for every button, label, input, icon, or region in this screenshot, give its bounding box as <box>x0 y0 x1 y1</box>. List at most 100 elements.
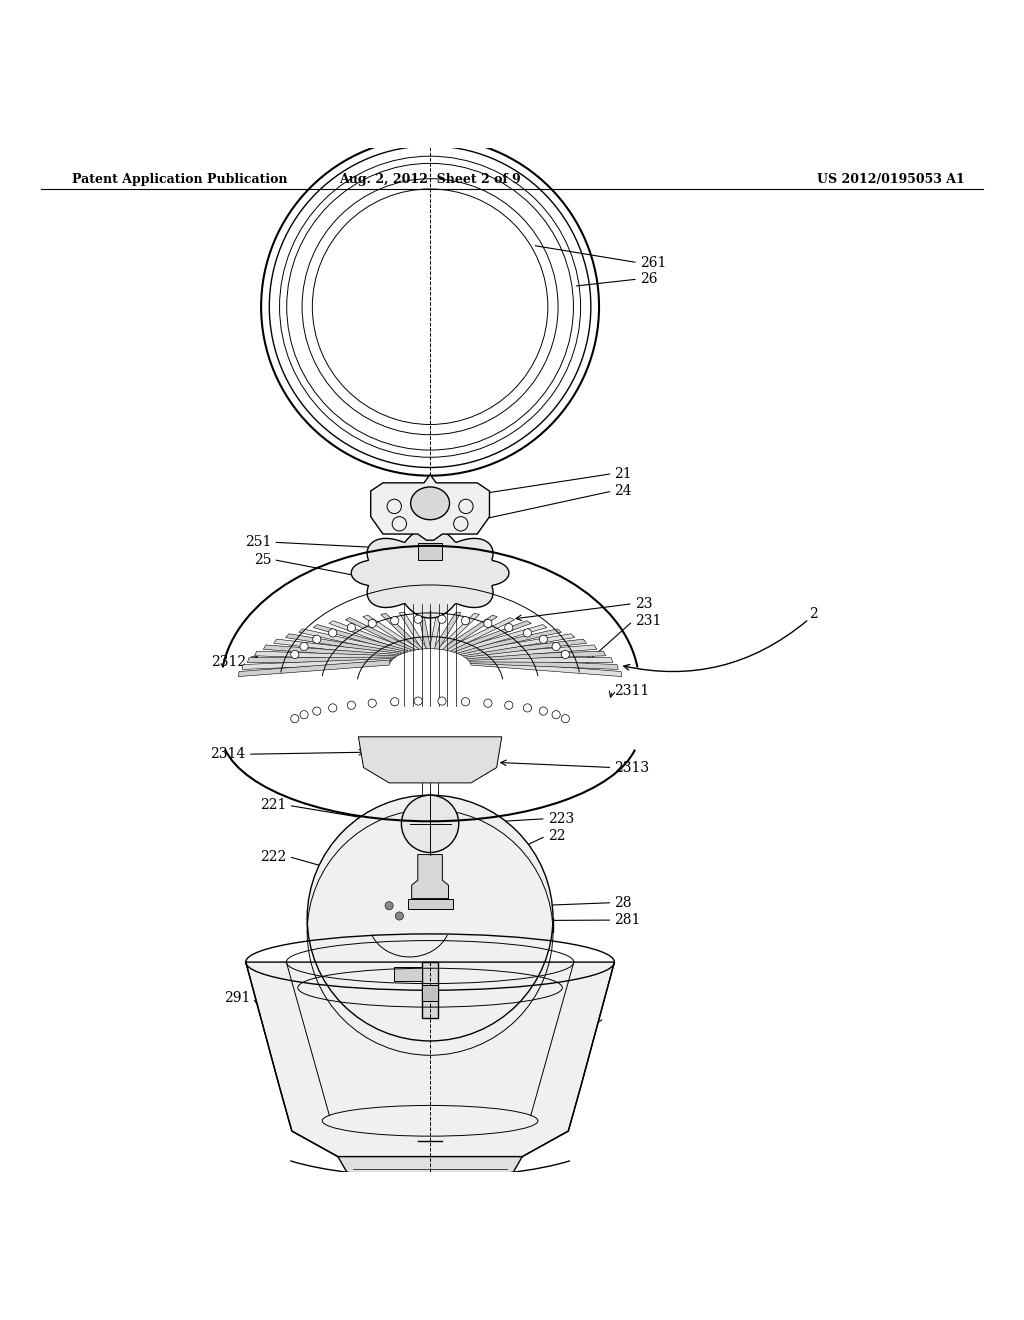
Text: 292: 292 <box>558 1024 585 1038</box>
Text: 21: 21 <box>614 467 632 480</box>
Text: 223: 223 <box>548 812 574 826</box>
Polygon shape <box>470 660 622 677</box>
Polygon shape <box>246 962 614 1156</box>
Ellipse shape <box>411 487 450 520</box>
Text: 22: 22 <box>548 829 565 843</box>
Polygon shape <box>459 634 574 656</box>
Circle shape <box>390 616 398 624</box>
Circle shape <box>505 701 513 709</box>
Circle shape <box>300 710 308 719</box>
Circle shape <box>523 628 531 638</box>
Circle shape <box>540 635 548 643</box>
Text: 261: 261 <box>640 256 667 269</box>
FancyBboxPatch shape <box>418 544 442 560</box>
Text: 231: 231 <box>635 614 662 628</box>
Polygon shape <box>445 618 515 651</box>
Polygon shape <box>412 854 449 899</box>
Polygon shape <box>239 660 390 677</box>
Polygon shape <box>329 620 412 652</box>
Polygon shape <box>255 651 394 660</box>
Circle shape <box>483 700 492 708</box>
Polygon shape <box>437 614 479 649</box>
Text: Aug. 2, 2012  Sheet 2 of 9: Aug. 2, 2012 Sheet 2 of 9 <box>339 173 521 186</box>
Polygon shape <box>362 615 419 651</box>
Polygon shape <box>466 651 605 660</box>
Polygon shape <box>464 645 597 659</box>
Text: 222: 222 <box>260 850 287 863</box>
Circle shape <box>401 795 459 853</box>
Text: 29: 29 <box>558 1041 575 1056</box>
Text: 26: 26 <box>640 272 657 286</box>
Circle shape <box>347 701 355 709</box>
Polygon shape <box>399 612 427 649</box>
Polygon shape <box>394 968 422 981</box>
Text: 2314: 2314 <box>211 747 246 762</box>
Polygon shape <box>456 628 561 655</box>
Circle shape <box>438 697 446 705</box>
Polygon shape <box>345 618 415 651</box>
Circle shape <box>369 619 377 627</box>
Text: 2311: 2311 <box>614 684 649 698</box>
Polygon shape <box>468 657 612 663</box>
Circle shape <box>483 619 492 627</box>
Text: 2312: 2312 <box>211 655 246 669</box>
Polygon shape <box>248 657 392 663</box>
Polygon shape <box>263 645 396 659</box>
Polygon shape <box>441 615 498 651</box>
Circle shape <box>385 902 393 909</box>
Polygon shape <box>358 737 502 783</box>
Text: 2313: 2313 <box>614 760 649 775</box>
Polygon shape <box>371 475 489 540</box>
Circle shape <box>395 912 403 920</box>
Text: 23: 23 <box>635 597 652 611</box>
Circle shape <box>312 708 321 715</box>
Text: FIG. 2: FIG. 2 <box>398 1121 482 1144</box>
Polygon shape <box>273 639 399 657</box>
Polygon shape <box>351 528 509 618</box>
Circle shape <box>505 623 513 632</box>
Text: 2: 2 <box>809 607 818 620</box>
Text: 28: 28 <box>614 896 632 909</box>
Text: 25: 25 <box>254 553 271 566</box>
Circle shape <box>561 714 569 723</box>
Polygon shape <box>453 624 547 653</box>
Polygon shape <box>286 634 401 656</box>
Text: 27: 27 <box>561 965 579 978</box>
Polygon shape <box>422 985 438 1001</box>
Circle shape <box>462 698 470 706</box>
Circle shape <box>414 615 422 623</box>
Circle shape <box>438 615 446 623</box>
Text: 291: 291 <box>224 991 251 1005</box>
Circle shape <box>552 643 560 651</box>
Circle shape <box>329 704 337 711</box>
Circle shape <box>291 651 299 659</box>
Polygon shape <box>307 917 553 932</box>
Polygon shape <box>433 612 461 649</box>
Circle shape <box>462 616 470 624</box>
Ellipse shape <box>307 795 553 1041</box>
Polygon shape <box>461 639 587 657</box>
Polygon shape <box>242 659 391 669</box>
Circle shape <box>540 708 548 715</box>
Polygon shape <box>338 1156 522 1213</box>
Text: Patent Application Publication: Patent Application Publication <box>72 173 287 186</box>
Polygon shape <box>429 611 442 649</box>
Text: 3: 3 <box>558 1006 567 1020</box>
Text: 281: 281 <box>614 913 641 927</box>
Circle shape <box>414 697 422 705</box>
Text: 221: 221 <box>260 799 287 812</box>
Circle shape <box>312 635 321 643</box>
Polygon shape <box>313 624 408 653</box>
Circle shape <box>291 714 299 723</box>
Circle shape <box>347 623 355 632</box>
Polygon shape <box>408 899 453 909</box>
Circle shape <box>329 628 337 638</box>
Circle shape <box>561 651 569 659</box>
Circle shape <box>390 698 398 706</box>
Polygon shape <box>381 614 423 649</box>
Circle shape <box>300 643 308 651</box>
Polygon shape <box>449 620 531 652</box>
Polygon shape <box>418 611 431 649</box>
Polygon shape <box>397 1213 463 1238</box>
Polygon shape <box>422 962 438 1019</box>
